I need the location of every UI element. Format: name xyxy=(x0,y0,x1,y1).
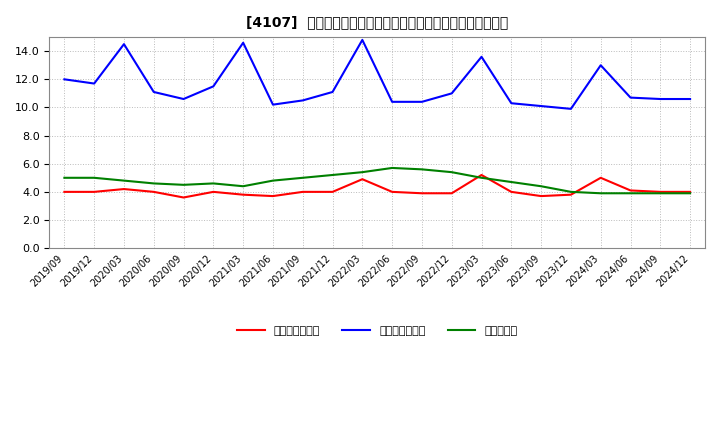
在庫回転率 xyxy=(328,172,337,178)
Line: 売上債権回転率: 売上債権回転率 xyxy=(64,175,690,198)
Line: 在庫回転率: 在庫回転率 xyxy=(64,168,690,193)
Line: 買入債務回転率: 買入債務回転率 xyxy=(64,40,690,109)
在庫回転率 xyxy=(120,178,128,183)
在庫回転率 xyxy=(179,182,188,187)
売上債権回転率 xyxy=(60,189,68,194)
在庫回転率 xyxy=(596,191,605,196)
在庫回転率 xyxy=(90,175,99,180)
買入債務回転率 xyxy=(388,99,397,104)
買入債務回転率 xyxy=(685,96,694,102)
買入債務回転率 xyxy=(209,84,217,89)
売上債権回転率 xyxy=(90,189,99,194)
売上債権回転率 xyxy=(685,189,694,194)
在庫回転率 xyxy=(239,183,248,189)
買入債務回転率 xyxy=(120,41,128,47)
在庫回転率 xyxy=(537,183,546,189)
Legend: 売上債権回転率, 買入債務回転率, 在庫回転率: 売上債権回転率, 買入債務回転率, 在庫回転率 xyxy=(233,321,522,340)
売上債権回転率 xyxy=(447,191,456,196)
買入債務回転率 xyxy=(537,103,546,109)
買入債務回転率 xyxy=(477,54,486,59)
在庫回転率 xyxy=(447,169,456,175)
在庫回転率 xyxy=(358,169,366,175)
在庫回転率 xyxy=(418,167,426,172)
売上債権回転率 xyxy=(507,189,516,194)
買入債務回転率 xyxy=(418,99,426,104)
売上債権回転率 xyxy=(596,175,605,180)
売上債権回転率 xyxy=(418,191,426,196)
売上債権回転率 xyxy=(179,195,188,200)
買入債務回転率 xyxy=(656,96,665,102)
売上債権回転率 xyxy=(537,194,546,199)
買入債務回転率 xyxy=(269,102,277,107)
買入債務回転率 xyxy=(60,77,68,82)
売上債権回転率 xyxy=(120,187,128,192)
買入債務回転率 xyxy=(239,40,248,45)
買入債務回転率 xyxy=(328,89,337,95)
売上債権回転率 xyxy=(150,189,158,194)
在庫回転率 xyxy=(656,191,665,196)
買入債務回転率 xyxy=(298,98,307,103)
在庫回転率 xyxy=(60,175,68,180)
買入債務回転率 xyxy=(596,62,605,68)
売上債権回転率 xyxy=(567,192,575,197)
売上債権回転率 xyxy=(269,194,277,199)
在庫回転率 xyxy=(298,175,307,180)
買入債務回転率 xyxy=(90,81,99,86)
在庫回転率 xyxy=(507,180,516,185)
買入債務回転率 xyxy=(358,37,366,43)
買入債務回転率 xyxy=(179,96,188,102)
買入債務回転率 xyxy=(447,91,456,96)
売上債権回転率 xyxy=(388,189,397,194)
売上債権回転率 xyxy=(209,189,217,194)
在庫回転率 xyxy=(477,175,486,180)
買入債務回転率 xyxy=(567,106,575,111)
在庫回転率 xyxy=(567,189,575,194)
買入債務回転率 xyxy=(150,89,158,95)
売上債権回転率 xyxy=(626,188,635,193)
売上債権回転率 xyxy=(239,192,248,197)
売上債権回転率 xyxy=(358,176,366,182)
在庫回転率 xyxy=(150,181,158,186)
在庫回転率 xyxy=(209,181,217,186)
Title: [4107]  売上債権回転率、買入債務回転率、在庫回転率の推移: [4107] 売上債権回転率、買入債務回転率、在庫回転率の推移 xyxy=(246,15,508,29)
売上債権回転率 xyxy=(656,189,665,194)
買入債務回転率 xyxy=(507,101,516,106)
在庫回転率 xyxy=(388,165,397,171)
在庫回転率 xyxy=(626,191,635,196)
在庫回転率 xyxy=(685,191,694,196)
在庫回転率 xyxy=(269,178,277,183)
売上債権回転率 xyxy=(477,172,486,178)
売上債権回転率 xyxy=(328,189,337,194)
売上債権回転率 xyxy=(298,189,307,194)
買入債務回転率 xyxy=(626,95,635,100)
